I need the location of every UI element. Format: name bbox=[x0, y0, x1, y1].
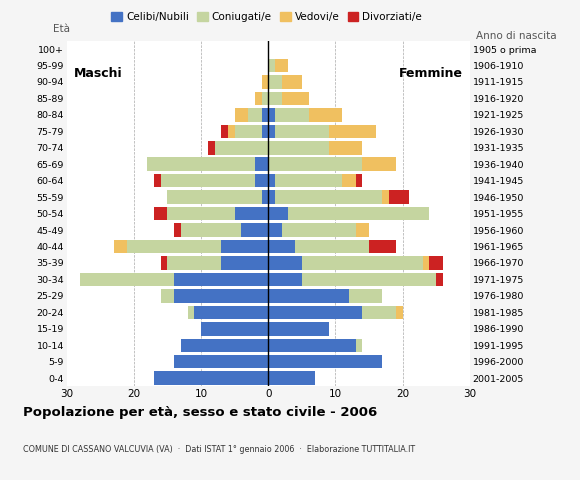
Bar bbox=[295, 240, 369, 253]
Bar bbox=[262, 108, 268, 121]
Text: Popolazione per età, sesso e stato civile - 2006: Popolazione per età, sesso e stato civil… bbox=[23, 406, 378, 419]
Bar bbox=[268, 223, 282, 237]
Bar bbox=[255, 157, 268, 171]
Bar bbox=[168, 256, 221, 270]
Bar bbox=[423, 256, 429, 270]
Bar bbox=[174, 289, 268, 302]
Bar bbox=[282, 223, 356, 237]
Bar bbox=[127, 240, 221, 253]
Bar bbox=[235, 108, 248, 121]
Bar bbox=[342, 174, 356, 187]
Bar bbox=[235, 207, 268, 220]
Bar bbox=[80, 273, 174, 286]
Bar bbox=[275, 191, 382, 204]
Bar bbox=[282, 75, 302, 89]
Bar bbox=[356, 338, 362, 352]
Bar bbox=[147, 157, 255, 171]
Bar bbox=[114, 240, 127, 253]
Bar bbox=[255, 92, 262, 105]
Bar bbox=[188, 306, 194, 319]
Bar bbox=[194, 306, 268, 319]
Bar bbox=[329, 141, 362, 155]
Bar bbox=[255, 174, 268, 187]
Bar bbox=[275, 59, 288, 72]
Bar bbox=[436, 273, 443, 286]
Bar bbox=[268, 256, 302, 270]
Bar bbox=[168, 191, 262, 204]
Bar bbox=[275, 174, 342, 187]
Bar bbox=[228, 125, 235, 138]
Text: Femmine: Femmine bbox=[399, 67, 463, 80]
Bar bbox=[268, 306, 362, 319]
Bar bbox=[262, 191, 268, 204]
Bar bbox=[221, 125, 228, 138]
Bar bbox=[329, 125, 376, 138]
Bar bbox=[275, 108, 309, 121]
Bar bbox=[174, 273, 268, 286]
Bar bbox=[181, 338, 268, 352]
Bar bbox=[268, 125, 275, 138]
Bar bbox=[382, 191, 389, 204]
Bar bbox=[302, 256, 423, 270]
Bar bbox=[268, 157, 362, 171]
Bar bbox=[161, 289, 174, 302]
Bar bbox=[268, 59, 275, 72]
Bar bbox=[268, 322, 329, 336]
Bar bbox=[161, 256, 168, 270]
Bar bbox=[268, 207, 288, 220]
Bar bbox=[429, 256, 443, 270]
Bar bbox=[288, 207, 429, 220]
Legend: Celibi/Nubili, Coniugati/e, Vedovi/e, Divorziati/e: Celibi/Nubili, Coniugati/e, Vedovi/e, Di… bbox=[107, 8, 426, 26]
Bar bbox=[262, 92, 268, 105]
Text: Maschi: Maschi bbox=[74, 67, 122, 80]
Bar bbox=[208, 141, 215, 155]
Text: Età: Età bbox=[53, 24, 70, 34]
Bar bbox=[268, 75, 282, 89]
Bar bbox=[268, 108, 275, 121]
Bar bbox=[356, 223, 369, 237]
Bar bbox=[356, 174, 362, 187]
Bar bbox=[268, 174, 275, 187]
Bar bbox=[268, 240, 295, 253]
Bar bbox=[215, 141, 268, 155]
Bar bbox=[275, 125, 329, 138]
Bar bbox=[268, 273, 302, 286]
Bar bbox=[174, 355, 268, 369]
Bar bbox=[268, 191, 275, 204]
Text: Anno di nascita: Anno di nascita bbox=[476, 31, 557, 41]
Bar bbox=[154, 174, 161, 187]
Text: COMUNE DI CASSANO VALCUVIA (VA)  ·  Dati ISTAT 1° gennaio 2006  ·  Elaborazione : COMUNE DI CASSANO VALCUVIA (VA) · Dati I… bbox=[23, 445, 415, 455]
Bar bbox=[241, 223, 268, 237]
Bar bbox=[154, 207, 168, 220]
Bar bbox=[262, 125, 268, 138]
Bar bbox=[268, 92, 282, 105]
Bar bbox=[201, 322, 268, 336]
Bar bbox=[262, 75, 268, 89]
Bar bbox=[181, 223, 241, 237]
Bar bbox=[389, 191, 409, 204]
Bar bbox=[248, 108, 262, 121]
Bar bbox=[154, 372, 268, 385]
Bar bbox=[362, 157, 396, 171]
Bar bbox=[268, 141, 329, 155]
Bar bbox=[396, 306, 403, 319]
Bar bbox=[349, 289, 382, 302]
Bar bbox=[309, 108, 342, 121]
Bar bbox=[369, 240, 396, 253]
Bar bbox=[235, 125, 262, 138]
Bar bbox=[268, 372, 316, 385]
Bar bbox=[268, 289, 349, 302]
Bar bbox=[221, 256, 268, 270]
Bar bbox=[221, 240, 268, 253]
Bar bbox=[161, 174, 255, 187]
Bar bbox=[302, 273, 436, 286]
Bar bbox=[282, 92, 309, 105]
Bar bbox=[268, 338, 356, 352]
Bar bbox=[168, 207, 235, 220]
Bar bbox=[268, 355, 382, 369]
Bar bbox=[362, 306, 396, 319]
Bar bbox=[174, 223, 181, 237]
